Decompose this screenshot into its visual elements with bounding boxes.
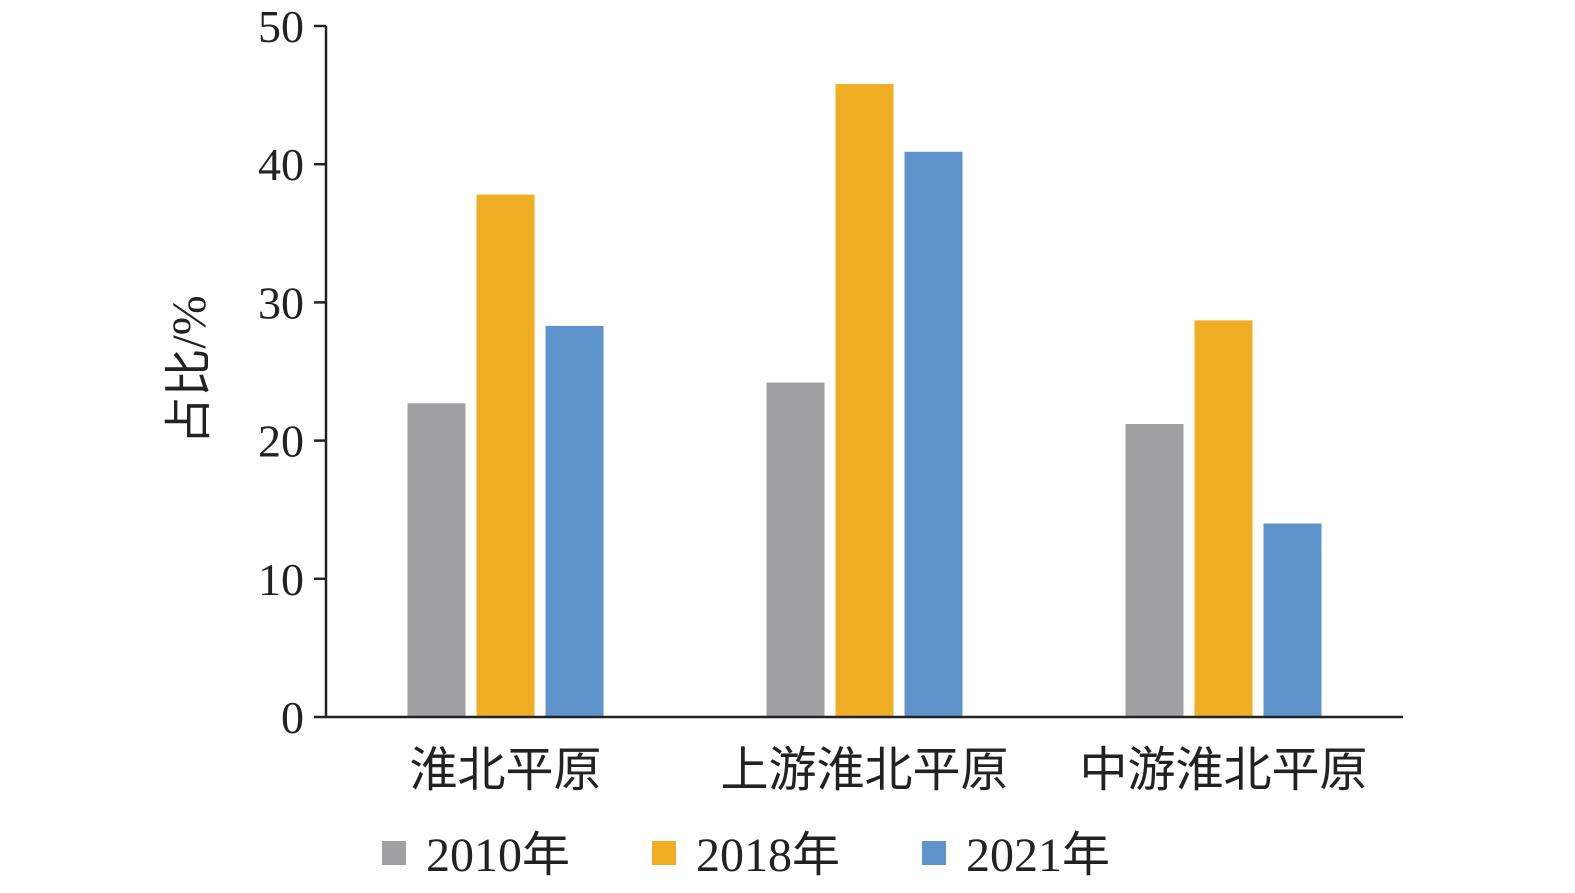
y-tick-label: 50 — [258, 1, 304, 52]
category-label: 淮北平原 — [409, 744, 601, 797]
legend-label: 2021年 — [966, 829, 1110, 882]
y-tick-label: 20 — [258, 416, 304, 467]
bar-3-1 — [545, 325, 604, 717]
bar-2-2 — [835, 84, 894, 717]
legend: 2010年 2018年 2021年 — [382, 829, 1110, 882]
bar-3-2 — [904, 151, 963, 718]
y-tick-label: 10 — [258, 554, 304, 605]
y-axis-title: 占比/% — [163, 295, 216, 444]
legend-swatch — [382, 841, 406, 865]
bar-2-3 — [1194, 320, 1253, 717]
bar-3-3 — [1263, 523, 1322, 717]
y-tick-label: 0 — [281, 692, 304, 743]
legend-label: 2018年 — [696, 829, 840, 882]
legend-swatch — [652, 841, 676, 865]
category-label: 中游淮北平原 — [1079, 744, 1367, 797]
axes — [324, 26, 1403, 719]
legend-label: 2010年 — [426, 829, 570, 882]
bar-1-2 — [766, 382, 825, 717]
bar-2-1 — [476, 194, 535, 717]
bar-1-1 — [407, 403, 466, 717]
plot-area: 0 10 20 30 40 50 淮北平原 上游淮北平原 中游淮北平原 — [258, 1, 1368, 797]
legend-swatch — [922, 841, 946, 865]
category-label: 上游淮北平原 — [720, 744, 1008, 797]
y-tick-label: 30 — [258, 277, 304, 328]
bar-1-3 — [1125, 424, 1184, 717]
y-tick-label: 40 — [258, 139, 304, 190]
